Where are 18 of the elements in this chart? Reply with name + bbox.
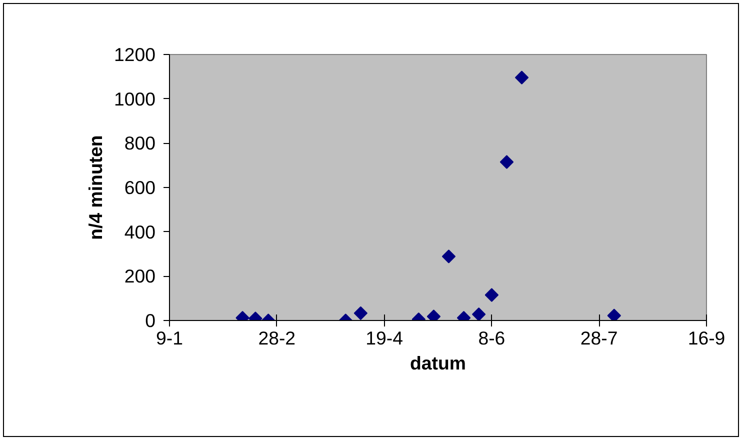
y-axis-title: n/4 minuten (84, 135, 106, 240)
point (514, 70, 529, 84)
x-axis-title: datum (410, 352, 466, 374)
y-tick-label: 800 (124, 132, 156, 154)
y-tick-label: 400 (124, 221, 156, 242)
y-tick-label: 200 (124, 266, 156, 287)
x-tick-label: 19-4 (366, 328, 403, 348)
point (500, 155, 514, 169)
x-tick-label: 28-2 (258, 328, 296, 348)
x-tick-label: 8-6 (478, 328, 506, 348)
point (607, 308, 621, 320)
y-tick-label: 1200 (114, 44, 156, 65)
x-tick-label: 28-7 (580, 328, 618, 348)
y-tick-label: 600 (124, 177, 156, 198)
y-tick-label: 0 (145, 310, 156, 331)
x-tick-label: 16-9 (688, 328, 726, 348)
x-tick-label: 9-1 (156, 328, 183, 348)
y-tick-label: 1000 (114, 88, 156, 110)
